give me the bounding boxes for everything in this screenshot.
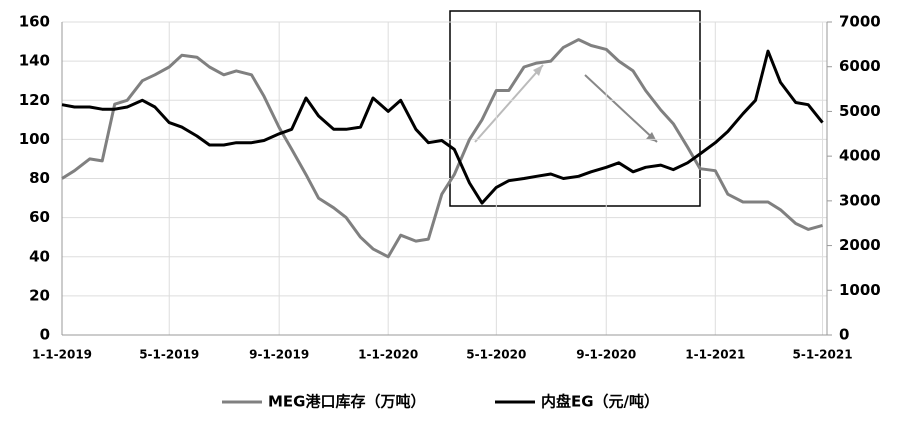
arrow [474,64,544,143]
y-tick-label: 40 [29,247,50,265]
x-tick-label: 5-1-2020 [466,348,526,362]
y-tick-label: 140 [19,52,50,70]
y2-tick-label: 7000 [839,13,881,31]
y2-tick-label: 4000 [839,147,881,165]
y2-tick-label: 2000 [839,236,881,254]
x-tick-label: 5-1-2021 [793,348,853,362]
legend-label: MEG港口库存（万吨） [268,393,426,411]
arrow [584,74,658,143]
y-tick-label: 80 [29,169,50,187]
legend-label: 内盘EG（元/吨） [541,393,659,411]
y2-tick-label: 6000 [839,57,881,75]
x-tick-label: 1-1-2019 [32,348,92,362]
series-line [61,49,824,205]
y2-tick-label: 5000 [839,102,881,120]
y-tick-label: 0 [40,326,50,344]
y-tick-label: 120 [19,91,50,109]
y-tick-label: 60 [29,208,50,226]
y2-tick-label: 3000 [839,191,881,209]
series-line [61,38,823,259]
y-tick-label: 20 [29,286,50,304]
x-tick-label: 5-1-2019 [139,348,199,362]
x-tick-label: 9-1-2019 [249,348,309,362]
y-tick-label: 160 [19,13,50,31]
x-tick-label: 1-1-2020 [358,348,418,362]
x-tick-label: 1-1-2021 [685,348,745,362]
y2-tick-label: 1000 [839,281,881,299]
highlight-box [449,10,701,207]
y-tick-label: 100 [19,130,50,148]
y2-tick-label: 0 [839,326,849,344]
x-tick-label: 9-1-2020 [576,348,636,362]
arrow-head [533,65,543,76]
